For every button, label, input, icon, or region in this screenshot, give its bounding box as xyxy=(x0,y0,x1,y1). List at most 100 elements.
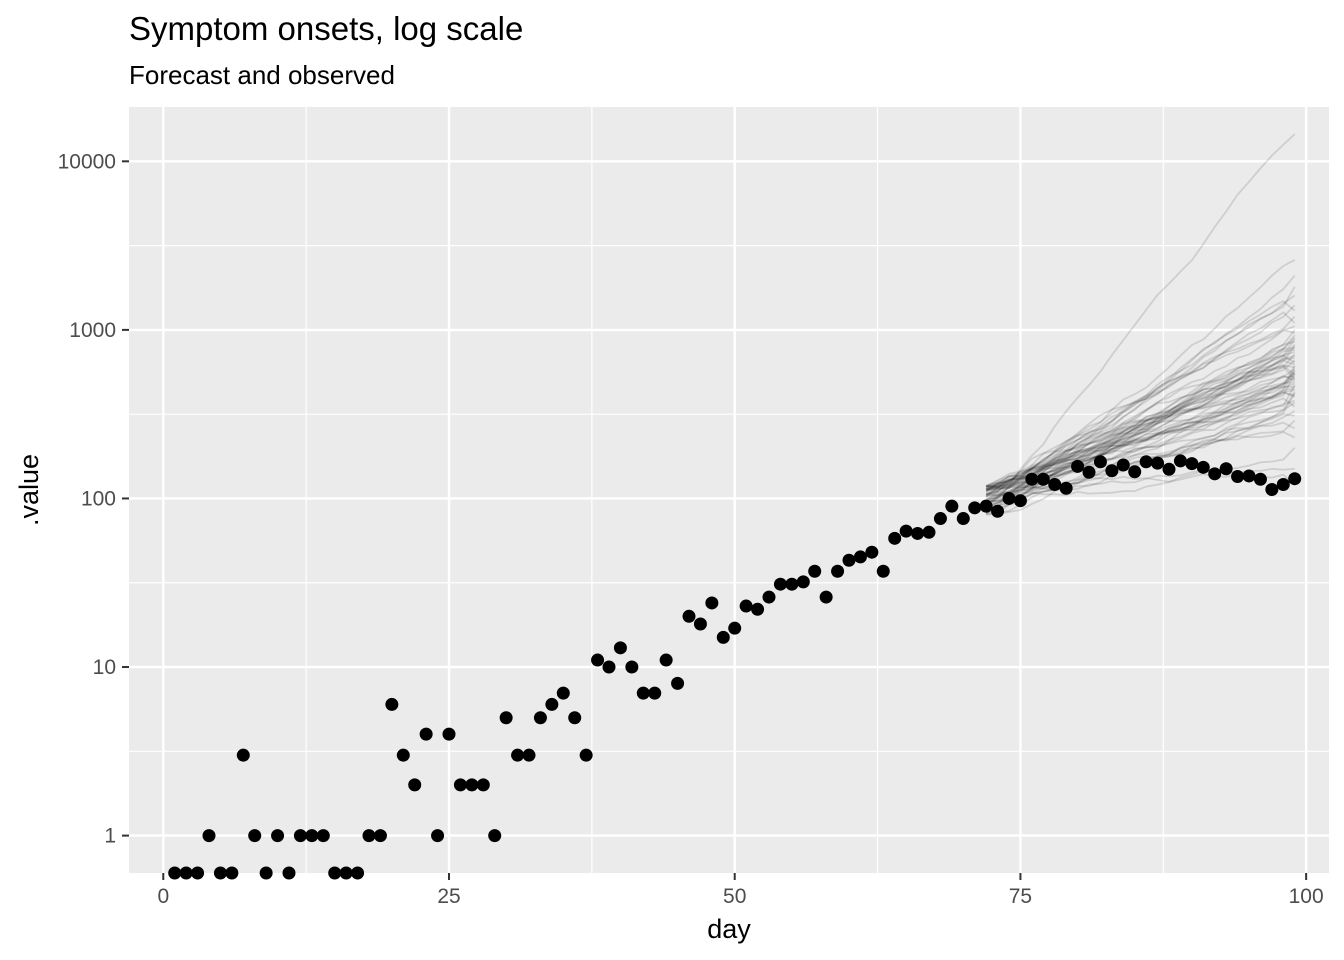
observed-point xyxy=(1208,467,1222,481)
y-axis: 1 10 100 1000 10000 xyxy=(58,150,129,848)
observed-point xyxy=(533,711,547,725)
observed-point xyxy=(945,499,959,513)
observed-point xyxy=(1093,455,1107,469)
observed-point xyxy=(716,630,730,644)
forecast-draw-line xyxy=(985,325,1296,502)
observed-point xyxy=(1128,465,1142,479)
forecast-draw-line xyxy=(985,133,1296,512)
observed-point xyxy=(305,829,319,843)
observed-point xyxy=(728,621,742,635)
observed-point xyxy=(956,512,970,526)
observed-point xyxy=(351,866,365,880)
forecast-draw-line xyxy=(985,375,1295,488)
observed-point xyxy=(1139,455,1153,469)
y-tick-label: 1 xyxy=(104,825,116,848)
observed-point xyxy=(1116,458,1130,472)
x-axis: 0 25 50 75 100 xyxy=(157,873,1324,908)
observed-point xyxy=(236,748,250,762)
x-tick-label: 50 xyxy=(723,885,746,908)
forecast-draw-line xyxy=(985,392,1295,487)
observed-point xyxy=(796,575,810,589)
chart-subtitle: Forecast and observed xyxy=(129,60,395,90)
forecast-draw-line xyxy=(985,345,1296,513)
observed-point xyxy=(1013,494,1027,508)
observed-point xyxy=(876,564,890,578)
observed-point xyxy=(271,829,285,843)
observed-point xyxy=(488,829,502,843)
observed-point xyxy=(705,596,719,610)
observed-point xyxy=(933,512,947,526)
forecast-draw-line xyxy=(986,359,1296,490)
forecast-draw-line xyxy=(985,367,1296,490)
forecast-draw-line xyxy=(985,376,1296,496)
observed-point xyxy=(1185,457,1199,471)
y-tick-label: 100 xyxy=(81,487,116,510)
forecast-draw-line xyxy=(985,382,1296,492)
forecast-draw-line xyxy=(985,286,1296,502)
observed-point xyxy=(671,676,685,690)
forecast-draw-line xyxy=(985,274,1296,514)
forecast-draw-line xyxy=(985,347,1295,498)
observed-point xyxy=(431,829,445,843)
observed-point xyxy=(408,778,422,792)
forecast-draw-line xyxy=(985,315,1296,491)
observed-point xyxy=(362,829,376,843)
observed-point xyxy=(522,748,536,762)
observed-point xyxy=(1162,462,1176,476)
observed-point xyxy=(1288,472,1302,486)
observed-point xyxy=(842,553,856,567)
observed-point xyxy=(179,866,193,880)
observed-point xyxy=(1071,459,1085,473)
observed-point xyxy=(648,686,662,700)
forecast-draw-line xyxy=(986,369,1296,516)
observed-point xyxy=(1265,483,1279,497)
forecast-draw-line xyxy=(985,359,1296,504)
forecast-draw-line xyxy=(985,300,1296,507)
observed-point xyxy=(682,609,696,623)
observed-point xyxy=(785,577,799,591)
forecast-draw-line xyxy=(985,387,1295,487)
plot-panel xyxy=(129,107,1329,873)
gridlines xyxy=(129,107,1329,873)
observed-point xyxy=(922,525,936,539)
forecast-draw-line xyxy=(985,338,1296,493)
observed-point xyxy=(1036,472,1050,486)
x-tick-label: 100 xyxy=(1289,885,1324,908)
observed-point xyxy=(739,599,753,613)
observed-point xyxy=(282,866,296,880)
forecast-draw-line xyxy=(985,328,1295,491)
observed-point xyxy=(225,866,239,880)
observed-point xyxy=(1231,469,1245,483)
observed-points xyxy=(168,454,1302,880)
observed-point xyxy=(762,590,776,604)
observed-point xyxy=(625,660,639,674)
observed-point xyxy=(693,617,707,631)
forecast-draw-line xyxy=(985,385,1295,503)
observed-point xyxy=(1059,481,1073,495)
observed-point xyxy=(339,866,353,880)
observed-point xyxy=(385,697,399,711)
observed-point xyxy=(1082,465,1096,479)
y-tick-label: 1000 xyxy=(69,319,116,342)
observed-point xyxy=(1048,478,1062,492)
observed-point xyxy=(1105,464,1119,478)
forecast-draw-line xyxy=(985,340,1295,491)
observed-point xyxy=(979,499,993,513)
observed-point xyxy=(613,641,627,655)
observed-point xyxy=(545,697,559,711)
forecast-draw-line xyxy=(985,353,1296,489)
observed-point xyxy=(865,545,879,559)
forecast-draw-line xyxy=(985,349,1295,506)
observed-point xyxy=(465,778,479,792)
observed-point xyxy=(831,564,845,578)
observed-point xyxy=(1025,472,1039,486)
forecast-draw-line xyxy=(985,399,1295,496)
observed-point xyxy=(442,727,456,741)
observed-point xyxy=(808,564,822,578)
forecast-draw-line xyxy=(985,390,1296,488)
forecast-draw-line xyxy=(985,365,1296,515)
observed-point xyxy=(591,653,605,667)
forecast-draw-line xyxy=(985,364,1295,515)
forecast-draw-line xyxy=(985,259,1296,497)
